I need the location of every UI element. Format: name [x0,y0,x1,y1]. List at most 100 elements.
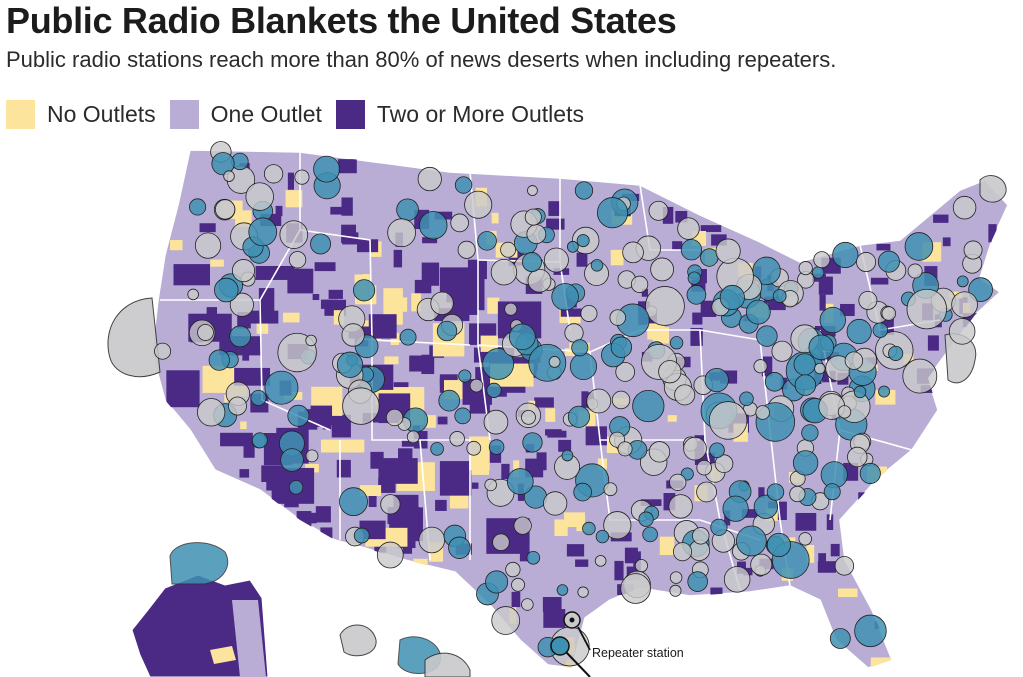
station-coverage-circle [280,448,304,472]
station-coverage-circle [336,351,364,378]
legend-swatch-no-outlets [6,100,35,129]
county-patch [741,509,758,518]
repeater-coverage-circle [669,473,687,491]
station-coverage-circle [596,197,629,229]
repeater-coverage-circle [376,541,404,569]
county-patch [166,370,200,408]
repeater-coverage-circle [484,478,497,492]
repeater-coverage-circle [527,268,552,293]
county-patch [536,452,547,471]
station-coverage-circle [313,155,340,183]
station-coverage-circle [794,374,817,396]
county-patch [320,299,338,309]
station-coverage-circle [878,385,891,398]
repeater-coverage-circle [881,306,897,321]
repeater-coverage-circle [279,220,309,249]
station-coverage-circle [753,494,778,519]
repeater-coverage-circle [263,164,284,184]
county-patch [451,301,469,314]
station-coverage-circle [687,571,708,592]
repeater-coverage-circle [798,261,813,276]
station-coverage-circle [968,277,993,302]
repeater-coverage-circle [469,378,484,393]
county-patch [576,252,588,267]
repeater-coverage-circle [457,240,476,259]
repeater-coverage-circle [342,387,380,425]
repeater-coverage-circle [483,409,509,435]
station-coverage-circle [556,584,569,596]
station-coverage-circle [248,217,278,247]
repeater-coverage-circle [294,169,310,185]
county-patch [439,461,472,496]
repeater-coverage-circle [492,533,510,551]
repeater-coverage-circle [952,195,977,220]
county-patch [711,234,727,246]
repeater-coverage-circle [305,449,319,463]
repeater-coverage-circle [288,251,307,269]
repeater-coverage-circle [668,494,693,519]
station-coverage-circle [846,318,872,345]
county-patch [519,547,529,562]
county-patch [275,205,283,217]
repeater-leader-line [577,626,591,651]
repeater-coverage-circle [906,288,947,330]
repeater-coverage-circle [229,292,254,317]
repeater-coverage-circle [723,566,751,593]
repeater-coverage-circle [527,185,538,196]
county-patch [461,272,485,311]
repeater-coverage-circle [750,553,773,576]
county-patch [585,426,607,446]
county-patch [368,494,377,508]
repeater-coverage-circle [577,586,589,598]
station-coverage-circle [792,450,819,476]
station-coverage-circle [590,259,604,272]
repeater-coverage-circle [594,555,607,567]
repeater-coverage-circle [450,213,469,233]
station-coverage-circle [506,468,534,495]
repeater-coverage-circle [464,190,493,219]
legend-item-one-outlet: One Outlet [169,100,322,129]
county-patch [870,277,889,285]
county-patch [988,224,997,243]
station-coverage-circle [482,348,515,380]
legend-swatch-two-or-more [335,100,365,129]
county-patch [239,469,250,478]
county-patch [368,314,397,339]
station-coverage-circle [569,352,598,381]
coverage-lobe-island [339,624,377,657]
county-patch [471,482,479,489]
repeater-coverage-circle [603,482,618,497]
county-patch [285,190,303,208]
repeater-coverage-circle [197,324,214,341]
county-patch [411,293,421,312]
repeater-coverage-circle [858,290,878,310]
station-coverage-circle [832,241,859,269]
repeater-coverage-circle [650,257,674,282]
station-coverage-circle [709,442,725,459]
coverage-lobe-maine [979,175,1007,203]
repeater-coverage-circle [521,409,536,425]
county-patch [409,355,425,372]
station-coverage-circle [853,385,867,399]
station-coverage-circle [722,495,749,522]
station-coverage-circle [704,367,729,393]
repeater-coverage-circle [543,247,569,273]
station-coverage-circle [669,336,684,350]
county-patch [170,240,183,251]
repeater-coverage-circle [856,252,877,272]
county-patch [243,439,255,458]
county-patch [830,543,840,557]
repeater-station-dot [569,617,575,623]
county-patch [696,269,707,284]
county-patch [662,206,674,224]
station-coverage-circle [638,511,654,527]
station-coverage-circle [772,289,787,303]
repeater-coverage-circle [951,291,978,318]
repeater-coverage-circle [622,241,644,264]
county-patch [566,544,585,557]
repeater-station-label: Repeater station [592,646,684,660]
station-coverage-circle [419,211,448,240]
repeater-coverage-circle [197,398,226,427]
county-patch [672,241,683,250]
station-coverage-circle [859,462,881,484]
